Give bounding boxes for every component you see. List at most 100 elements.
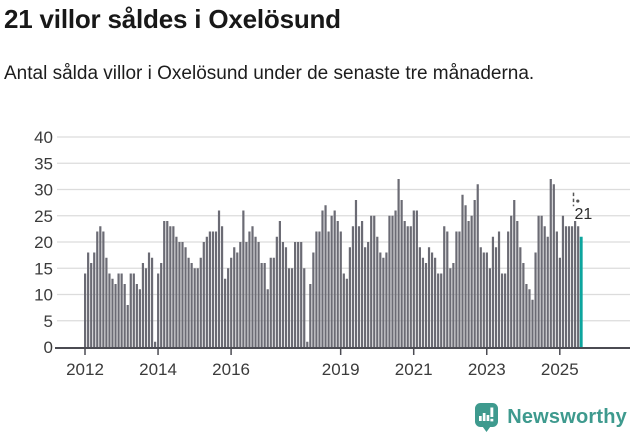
- page-title: 21 villor såldes i Oxelösund: [4, 4, 341, 34]
- highlighted-latest-bar: [579, 236, 583, 347]
- bar: [470, 215, 473, 347]
- bar: [552, 184, 555, 347]
- bar: [166, 221, 169, 347]
- bar: [427, 247, 431, 347]
- bar: [497, 231, 501, 347]
- bar: [90, 263, 93, 347]
- bar: [138, 289, 141, 347]
- bar: [564, 226, 568, 347]
- y-tick-label: 25: [34, 207, 53, 226]
- bar: [312, 252, 315, 347]
- bar: [561, 215, 565, 347]
- newsworthy-logo[interactable]: Newsworthy: [474, 400, 627, 434]
- bar: [269, 257, 272, 347]
- bar: [394, 210, 397, 347]
- bar: [531, 299, 534, 347]
- bar: [546, 236, 549, 347]
- bar: [440, 273, 443, 347]
- bar: [108, 273, 111, 347]
- bar: [126, 305, 129, 347]
- bar: [214, 231, 218, 347]
- bar: [449, 268, 452, 347]
- bar: [87, 252, 90, 347]
- bar: [574, 221, 577, 347]
- bar: [287, 268, 291, 347]
- bar: [324, 205, 327, 347]
- bar: [397, 179, 400, 347]
- bar: [333, 210, 336, 347]
- bar: [485, 252, 488, 347]
- bar: [275, 236, 278, 347]
- bar: [345, 278, 348, 347]
- bar: [84, 273, 87, 347]
- bar: [476, 184, 479, 347]
- bar: [376, 236, 379, 347]
- bar: [169, 226, 172, 347]
- bar: [135, 284, 138, 347]
- bar: [96, 231, 99, 347]
- bar: [306, 341, 309, 347]
- bar: [385, 252, 388, 347]
- bar: [120, 273, 123, 347]
- bar: [370, 215, 373, 347]
- bar: [507, 231, 510, 347]
- bar: [178, 242, 181, 347]
- bar: [488, 268, 491, 347]
- bar: [233, 247, 236, 347]
- y-tick-label: 15: [34, 259, 53, 278]
- bar: [184, 247, 187, 347]
- bar: [187, 257, 190, 347]
- bar: [318, 231, 321, 347]
- bar: [500, 273, 504, 347]
- bar: [558, 257, 562, 347]
- bar: [446, 231, 449, 347]
- bar: [263, 263, 266, 347]
- newsworthy-wordmark: Newsworthy: [507, 405, 627, 428]
- bar: [160, 263, 163, 347]
- bar: [455, 231, 458, 347]
- y-tick-label: 40: [34, 128, 53, 147]
- bar: [163, 221, 166, 347]
- bar: [224, 278, 227, 347]
- bar: [297, 242, 300, 347]
- bar: [114, 284, 117, 347]
- bar: [391, 215, 394, 347]
- bar: [211, 231, 215, 347]
- bar: [540, 215, 543, 347]
- y-axis-labels: 0 5 10 15 20 25 30 35 40: [34, 128, 53, 357]
- bar: [248, 231, 251, 347]
- bar: [141, 263, 145, 347]
- bar: [147, 252, 151, 347]
- bar: [513, 200, 516, 347]
- y-tick-label: 5: [44, 312, 53, 331]
- bar: [309, 284, 312, 347]
- bar: [105, 257, 108, 347]
- bar: [236, 252, 239, 347]
- bar: [199, 257, 202, 347]
- bar: [99, 226, 102, 347]
- bar: [430, 252, 434, 347]
- bar: [205, 236, 208, 347]
- bar: [251, 226, 254, 347]
- bar: [400, 200, 403, 347]
- y-tick-label: 35: [34, 154, 53, 173]
- bar: [409, 226, 412, 347]
- bar: [123, 284, 126, 347]
- bar: [193, 268, 196, 347]
- bar: [254, 236, 257, 347]
- bar: [534, 252, 537, 347]
- bar: [406, 226, 409, 347]
- bar: [266, 289, 269, 347]
- bar: [516, 221, 519, 347]
- bar: [351, 226, 355, 347]
- bar: [461, 194, 464, 347]
- x-axis: [55, 347, 630, 355]
- y-tick-label: 10: [34, 286, 53, 305]
- reference-dot: [576, 199, 580, 203]
- bar: [315, 231, 318, 347]
- x-tick-label: 2014: [139, 360, 177, 379]
- bar: [412, 210, 415, 347]
- bar: [260, 263, 263, 347]
